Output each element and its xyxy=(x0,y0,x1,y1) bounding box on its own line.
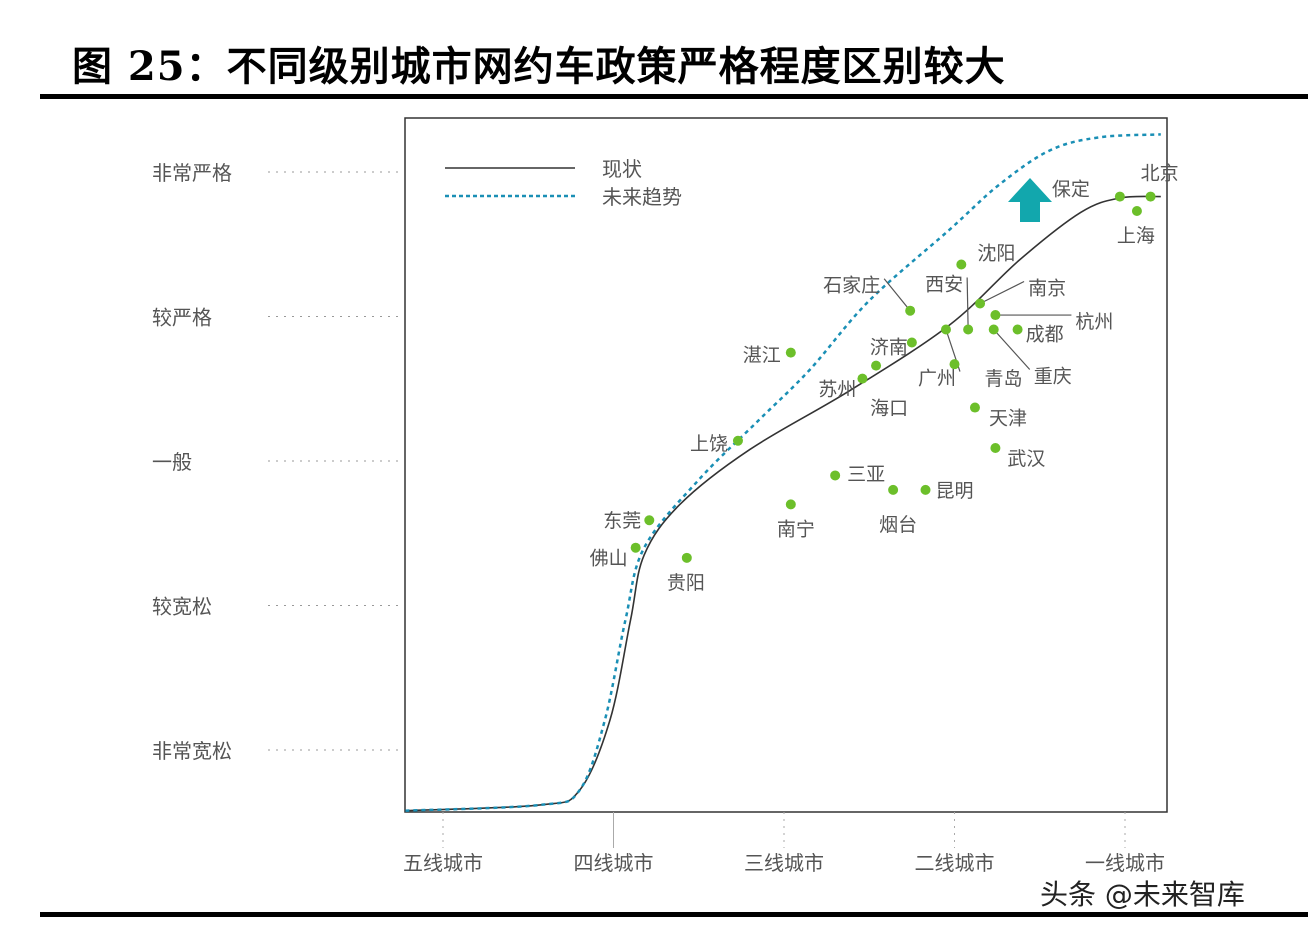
city-label: 三亚 xyxy=(847,463,885,485)
city-point xyxy=(681,552,692,563)
city-label: 海口 xyxy=(870,398,908,420)
city-point xyxy=(785,499,796,510)
city-label: 东莞 xyxy=(603,510,641,532)
city-point xyxy=(1012,324,1023,335)
x-tick-label: 五线城市 xyxy=(403,851,483,875)
city-label: 南宁 xyxy=(777,518,815,540)
city-point xyxy=(990,310,1001,321)
watermark: 头条 @未来智库 xyxy=(1040,878,1245,911)
city-label: 苏州 xyxy=(818,379,856,401)
city-point xyxy=(988,324,999,335)
y-tick-label: 较宽松 xyxy=(152,595,212,619)
y-tick-label: 非常严格 xyxy=(152,161,232,185)
city-label: 北京 xyxy=(1141,163,1179,185)
city-label: 贵阳 xyxy=(667,572,705,594)
legend-label: 未来趋势 xyxy=(602,185,682,209)
city-point xyxy=(1114,191,1125,202)
city-label: 成都 xyxy=(1026,324,1064,346)
city-point xyxy=(975,298,986,309)
city-point xyxy=(732,435,743,446)
y-tick-label: 一般 xyxy=(152,450,192,474)
leader-line xyxy=(883,278,911,312)
x-tick-label: 三线城市 xyxy=(744,851,824,875)
leader-line xyxy=(966,277,969,330)
city-label: 青岛 xyxy=(985,368,1023,390)
city-point xyxy=(963,324,974,335)
leader-line xyxy=(993,329,1031,370)
city-point xyxy=(785,347,796,358)
city-point xyxy=(857,373,868,384)
city-label: 广州 xyxy=(918,368,956,390)
city-label: 武汉 xyxy=(1007,448,1045,470)
city-label: 上海 xyxy=(1117,225,1155,247)
city-point xyxy=(920,484,931,495)
city-point xyxy=(1131,206,1142,217)
city-label: 昆明 xyxy=(936,480,974,502)
x-tick-label: 二线城市 xyxy=(915,851,995,875)
city-point xyxy=(949,359,960,370)
city-point xyxy=(871,360,882,371)
series-future-line xyxy=(405,133,1161,812)
city-label: 重庆 xyxy=(1034,366,1072,388)
city-label: 南京 xyxy=(1028,277,1066,299)
city-point xyxy=(630,542,641,553)
city-point xyxy=(1145,191,1156,202)
city-point xyxy=(830,470,841,481)
figure-title: 图 25：不同级别城市网约车政策严格程度区别较大 xyxy=(72,43,1006,90)
city-label: 石家庄 xyxy=(823,275,880,297)
city-label: 上饶 xyxy=(690,433,728,455)
city-label: 保定 xyxy=(1052,179,1090,201)
city-label: 湛江 xyxy=(743,345,781,367)
top-rule xyxy=(40,94,1308,99)
city-point xyxy=(905,305,916,316)
city-label: 佛山 xyxy=(590,548,628,570)
city-point xyxy=(956,259,967,270)
leader-line xyxy=(979,280,1025,305)
city-point xyxy=(888,484,899,495)
city-label: 沈阳 xyxy=(977,242,1015,264)
bottom-rule xyxy=(40,912,1308,917)
city-point xyxy=(906,337,917,348)
y-tick-label: 非常宽松 xyxy=(152,739,232,763)
city-point xyxy=(644,515,655,526)
city-point xyxy=(969,402,980,413)
up-arrow-icon xyxy=(1008,178,1052,222)
city-point xyxy=(940,324,951,335)
city-label: 天津 xyxy=(989,408,1027,430)
x-tick-label: 四线城市 xyxy=(574,851,654,875)
x-tick-label: 一线城市 xyxy=(1085,851,1165,875)
legend-label: 现状 xyxy=(602,157,642,181)
city-label: 杭州 xyxy=(1075,311,1113,333)
city-label: 烟台 xyxy=(879,514,917,536)
plot-frame xyxy=(404,117,1168,813)
city-point xyxy=(990,442,1001,453)
city-label: 西安 xyxy=(925,274,963,296)
y-tick-label: 较严格 xyxy=(152,306,212,330)
city-label: 济南 xyxy=(870,337,908,359)
